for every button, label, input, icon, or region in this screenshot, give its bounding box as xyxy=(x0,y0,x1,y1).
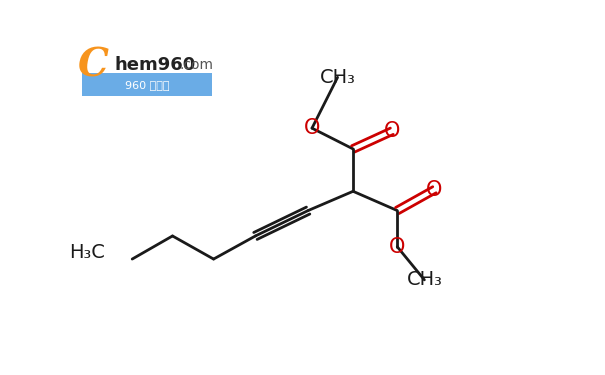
Text: C: C xyxy=(77,46,108,84)
Bar xyxy=(82,51,212,73)
Text: O: O xyxy=(384,121,400,141)
Text: O: O xyxy=(389,237,405,257)
Text: O: O xyxy=(304,118,320,138)
Text: .com: .com xyxy=(180,58,214,72)
Text: 960 化工网: 960 化工网 xyxy=(125,80,169,90)
Text: CH₃: CH₃ xyxy=(319,68,356,87)
Text: O: O xyxy=(427,180,443,200)
Text: H₃C: H₃C xyxy=(69,243,105,262)
Bar xyxy=(82,73,212,96)
Text: hem960: hem960 xyxy=(115,56,196,74)
Text: CH₃: CH₃ xyxy=(407,270,442,290)
